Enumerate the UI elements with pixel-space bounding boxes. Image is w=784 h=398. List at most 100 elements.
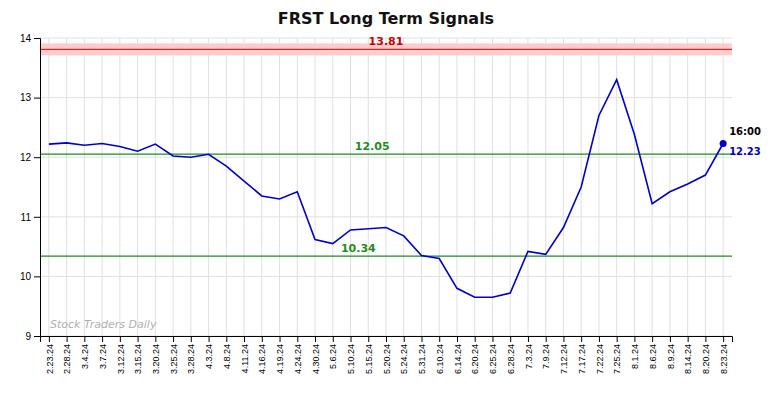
tick-mark (34, 157, 40, 158)
reference-label: 10.34 (341, 242, 376, 255)
tick-mark (209, 336, 210, 342)
tick-mark (475, 336, 476, 342)
tick-label: 8.9.24 (666, 344, 676, 369)
grid-line (350, 38, 351, 336)
tick: 5.6.24 (328, 336, 338, 369)
grid-line (492, 38, 493, 336)
tick: 4.30.24 (311, 336, 321, 374)
tick: 8.20.24 (701, 336, 711, 374)
tick: 14 (20, 33, 40, 44)
tick: 4.11.24 (240, 336, 250, 373)
tick-mark (226, 336, 227, 342)
tick-label: 13 (20, 92, 32, 103)
grid-line (634, 38, 635, 336)
tick-label: 3.25.24 (169, 344, 179, 374)
tick: 5.20.24 (382, 336, 392, 374)
tick: 6.28.24 (506, 336, 516, 374)
tick-mark (439, 336, 440, 342)
tick-label: 3.12.24 (115, 344, 125, 374)
tick-mark (404, 336, 405, 342)
grid-line (190, 38, 191, 336)
reference-line (40, 49, 732, 50)
tick-mark (84, 336, 85, 342)
grid-line (545, 38, 546, 336)
tick: 8.9.24 (666, 336, 676, 369)
reference-line (40, 154, 732, 155)
tick-mark (421, 336, 422, 342)
grid-line (332, 38, 333, 336)
tick: 10 (20, 271, 40, 282)
tick-label: 3.4.24 (80, 344, 90, 369)
grid-line (598, 38, 599, 336)
tick: 6.10.24 (435, 336, 445, 374)
tick-mark (723, 336, 724, 342)
tick-mark (120, 336, 121, 342)
tick-mark (67, 336, 68, 342)
tick-label: 7.22.24 (595, 344, 605, 374)
tick-mark (155, 336, 156, 342)
tick-mark (634, 336, 635, 342)
tick-label: 5.15.24 (364, 344, 374, 374)
tick-mark (191, 336, 192, 342)
chart: 910111213142.23.242.28.243.4.243.7.243.1… (0, 0, 784, 398)
grid-line (155, 38, 156, 336)
tick: 7.3.24 (524, 336, 534, 369)
tick-mark (492, 336, 493, 342)
grid (40, 38, 732, 336)
tick-label: 3.20.24 (151, 344, 161, 374)
tick-label: 10 (20, 271, 32, 282)
grid-line (368, 38, 369, 336)
tick-label: 6.20.24 (470, 344, 480, 374)
tick-mark (333, 336, 334, 342)
tick-mark (34, 217, 40, 218)
tick-label: 7.3.24 (524, 344, 534, 369)
grid-line (137, 38, 138, 336)
tick: 6.25.24 (488, 336, 498, 374)
last-time: 16:00 (729, 126, 761, 137)
tick-label: 3.7.24 (98, 344, 108, 369)
tick-mark (315, 336, 316, 342)
tick: 5.24.24 (399, 336, 409, 374)
grid-line (687, 38, 688, 336)
tick-mark (368, 336, 369, 342)
tick: 11 (21, 212, 40, 223)
grid-line (474, 38, 475, 336)
tick-mark (652, 336, 653, 342)
tick-mark (670, 336, 671, 342)
tick-mark (351, 336, 352, 342)
tick-label: 4.19.24 (275, 344, 285, 374)
tick: 8.23.24 (719, 336, 729, 374)
tick-label: 6.14.24 (453, 344, 463, 374)
tick: 4.24.24 (293, 336, 303, 374)
last-price: 12.23 (729, 146, 761, 157)
tick-mark (262, 336, 263, 342)
tick-mark (581, 336, 582, 342)
grid-line (66, 38, 67, 336)
tick-label: 6.28.24 (506, 344, 516, 374)
grid-line (244, 38, 245, 336)
tick: 3.15.24 (133, 336, 143, 374)
tick-mark (546, 336, 547, 342)
tick-mark (34, 38, 40, 39)
grid-line (119, 38, 120, 336)
tick-mark (244, 336, 245, 342)
grid-line (315, 38, 316, 336)
tick-label: 7.17.24 (577, 344, 587, 374)
tick: 6.14.24 (453, 336, 463, 374)
tick-mark (280, 336, 281, 342)
tick-label: 8.23.24 (719, 344, 729, 374)
tick: 3.12.24 (115, 336, 125, 374)
tick-mark (617, 336, 618, 342)
tick-mark (102, 336, 103, 342)
tick-label: 4.11.24 (240, 344, 250, 373)
tick: 5.15.24 (364, 336, 374, 374)
tick-label: 3.15.24 (133, 344, 143, 374)
grid-line (439, 38, 440, 336)
plot: 910111213142.23.242.28.243.4.243.7.243.1… (20, 33, 761, 374)
tick-mark (173, 336, 174, 342)
tick: 5.10.24 (346, 336, 356, 374)
tick: 13 (20, 92, 40, 103)
tick-mark (138, 336, 139, 342)
tick: 7.9.24 (541, 336, 551, 369)
tick: 4.19.24 (275, 336, 285, 374)
